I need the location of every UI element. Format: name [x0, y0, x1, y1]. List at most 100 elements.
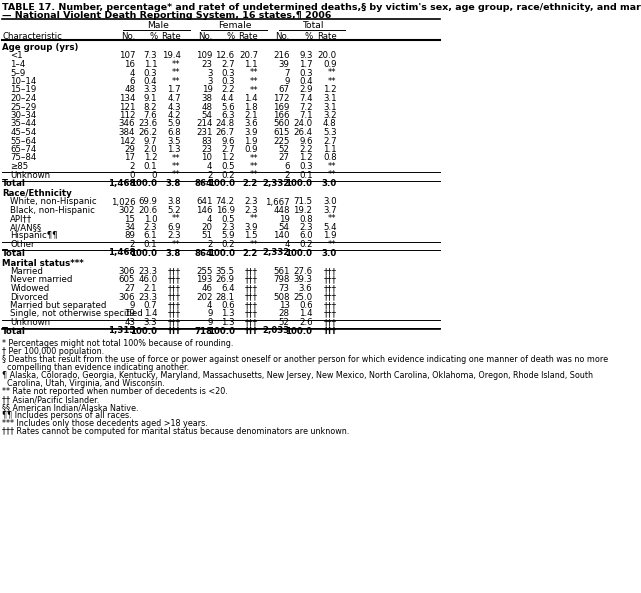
Text: 255: 255 [196, 267, 212, 276]
Text: 864: 864 [194, 248, 212, 257]
Text: 0.1: 0.1 [144, 162, 157, 171]
Text: 3.9: 3.9 [244, 223, 258, 232]
Text: Hispanic¶¶: Hispanic¶¶ [10, 231, 58, 241]
Text: 89: 89 [124, 231, 135, 241]
Text: 2.3: 2.3 [144, 223, 157, 232]
Text: %: % [226, 32, 235, 41]
Text: 73: 73 [279, 284, 290, 293]
Text: 615: 615 [273, 128, 290, 137]
Text: 24.8: 24.8 [215, 120, 235, 129]
Text: 0.1: 0.1 [299, 171, 313, 180]
Text: **: ** [328, 215, 337, 224]
Text: TABLE 17. Number, percentage* and rate† of undetermined deaths,§ by victim's sex: TABLE 17. Number, percentage* and rate† … [2, 3, 641, 12]
Text: † Per 100,000 population.: † Per 100,000 population. [2, 347, 104, 356]
Text: 3.8: 3.8 [167, 197, 181, 206]
Text: 1,026: 1,026 [111, 197, 135, 206]
Text: 0.3: 0.3 [299, 69, 313, 78]
Text: White, non-Hispanic: White, non-Hispanic [10, 197, 97, 206]
Text: **: ** [172, 240, 181, 249]
Text: 23: 23 [201, 60, 212, 69]
Text: <1: <1 [10, 52, 23, 60]
Text: **: ** [172, 154, 181, 162]
Text: 24.0: 24.0 [294, 120, 313, 129]
Text: 225: 225 [273, 136, 290, 145]
Text: 346: 346 [119, 120, 135, 129]
Text: Total: Total [2, 327, 26, 336]
Text: § Deaths that result from the use of force or power against oneself or another p: § Deaths that result from the use of for… [2, 355, 608, 364]
Text: 100.0: 100.0 [208, 248, 235, 257]
Text: 4: 4 [207, 162, 212, 171]
Text: 864: 864 [194, 179, 212, 188]
Text: 2: 2 [284, 171, 290, 180]
Text: **: ** [328, 162, 337, 171]
Text: 560: 560 [273, 120, 290, 129]
Text: 2.3: 2.3 [299, 223, 313, 232]
Text: 1,468: 1,468 [108, 248, 135, 257]
Text: †††: ††† [167, 276, 181, 285]
Text: No.: No. [276, 32, 290, 41]
Text: 1–4: 1–4 [10, 60, 26, 69]
Text: 6.8: 6.8 [167, 128, 181, 137]
Text: 0.8: 0.8 [299, 215, 313, 224]
Text: 2,332: 2,332 [262, 248, 290, 257]
Text: Black, non-Hispanic: Black, non-Hispanic [10, 206, 96, 215]
Text: 216: 216 [273, 52, 290, 60]
Text: 2.2: 2.2 [243, 179, 258, 188]
Text: 100.0: 100.0 [130, 248, 157, 257]
Text: 1.3: 1.3 [221, 310, 235, 318]
Text: 4: 4 [284, 240, 290, 249]
Text: Never married: Never married [10, 276, 72, 285]
Text: 0.2: 0.2 [221, 171, 235, 180]
Text: 9.1: 9.1 [144, 94, 157, 103]
Text: 3.5: 3.5 [167, 136, 181, 145]
Text: 48: 48 [124, 85, 135, 94]
Text: 54: 54 [279, 223, 290, 232]
Text: 69.9: 69.9 [138, 197, 157, 206]
Text: 3.0: 3.0 [321, 179, 337, 188]
Text: 19.4: 19.4 [162, 52, 181, 60]
Text: 641: 641 [196, 197, 212, 206]
Text: 20.0: 20.0 [317, 52, 337, 60]
Text: 166: 166 [273, 111, 290, 120]
Text: 23.3: 23.3 [138, 267, 157, 276]
Text: Widowed: Widowed [10, 284, 49, 293]
Text: 28: 28 [279, 310, 290, 318]
Text: 1.1: 1.1 [144, 60, 157, 69]
Text: 1.8: 1.8 [244, 103, 258, 111]
Text: 6.0: 6.0 [299, 231, 313, 241]
Text: 3.3: 3.3 [144, 85, 157, 94]
Text: 798: 798 [273, 276, 290, 285]
Text: 2.3: 2.3 [221, 223, 235, 232]
Text: 20: 20 [201, 223, 212, 232]
Text: 3.8: 3.8 [165, 248, 181, 257]
Text: 3: 3 [207, 77, 212, 86]
Text: †††: ††† [167, 267, 181, 276]
Text: 16.9: 16.9 [215, 206, 235, 215]
Text: 5–9: 5–9 [10, 69, 26, 78]
Text: 231: 231 [196, 128, 212, 137]
Text: †† Asian/Pacific Islander.: †† Asian/Pacific Islander. [2, 395, 99, 404]
Text: 71.5: 71.5 [294, 197, 313, 206]
Text: 4: 4 [207, 215, 212, 224]
Text: 2: 2 [129, 240, 135, 249]
Text: 0.3: 0.3 [299, 162, 313, 171]
Text: 23: 23 [201, 145, 212, 154]
Text: †††: ††† [245, 292, 258, 301]
Text: 6: 6 [129, 77, 135, 86]
Text: †††: ††† [245, 267, 258, 276]
Text: 27: 27 [279, 154, 290, 162]
Text: 1.0: 1.0 [144, 215, 157, 224]
Text: 605: 605 [119, 276, 135, 285]
Text: 100.0: 100.0 [208, 179, 235, 188]
Text: 4.4: 4.4 [221, 94, 235, 103]
Text: 2.7: 2.7 [221, 145, 235, 154]
Text: 2,332: 2,332 [262, 179, 290, 188]
Text: †††: ††† [167, 310, 181, 318]
Text: 46.0: 46.0 [138, 276, 157, 285]
Text: 51: 51 [201, 231, 212, 241]
Text: 34: 34 [124, 223, 135, 232]
Text: 3.1: 3.1 [323, 103, 337, 111]
Text: Other: Other [10, 240, 35, 249]
Text: 3.0: 3.0 [321, 248, 337, 257]
Text: 0.7: 0.7 [144, 301, 157, 310]
